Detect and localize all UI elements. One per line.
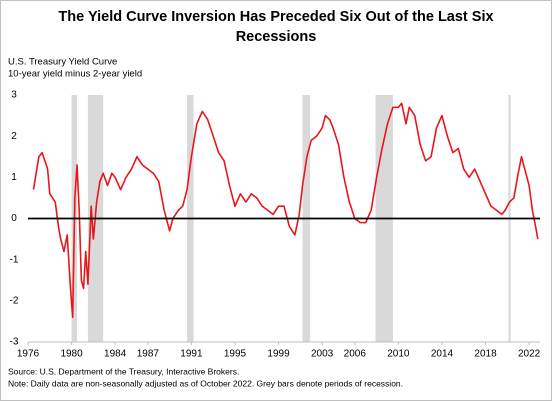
yield-spread-line — [32, 102, 539, 319]
x-tick-label: 2010 — [387, 349, 410, 360]
x-tick-label: 2006 — [344, 349, 367, 360]
y-tick-label: 1 — [11, 172, 17, 183]
note: Note: Daily data are non-seasonally adju… — [8, 378, 403, 388]
x-tick-label: 2018 — [474, 349, 497, 360]
y-tick-label: -1 — [10, 254, 19, 265]
x-tick-label: 1987 — [137, 349, 160, 360]
subtitle: 10-year yield minus 2-year yield — [8, 69, 142, 80]
x-tick-label: 2003 — [311, 349, 334, 360]
chart-title: The Yield Curve Inversion Has Preceded S… — [58, 9, 493, 25]
x-tick-label: 2022 — [518, 349, 541, 360]
y-tick-label: -2 — [10, 295, 19, 306]
x-tick-label: 2014 — [431, 349, 454, 360]
y-tick-label: 3 — [11, 90, 17, 101]
source: Source: U.S. Department of the Treasury,… — [8, 366, 239, 376]
x-tick-label: 1995 — [224, 349, 247, 360]
y-tick-label: 0 — [11, 213, 17, 224]
subtitle: U.S. Treasury Yield Curve — [8, 57, 117, 68]
x-tick-label: 1999 — [267, 349, 290, 360]
x-tick-label: 1991 — [180, 349, 203, 360]
y-tick-label: 2 — [11, 131, 17, 142]
chart-title: Recessions — [236, 29, 317, 45]
y-tick-label: -3 — [10, 337, 19, 348]
x-tick-label: 1980 — [60, 349, 83, 360]
x-tick-label: 1984 — [104, 349, 127, 360]
x-tick-label: 1976 — [17, 349, 40, 360]
